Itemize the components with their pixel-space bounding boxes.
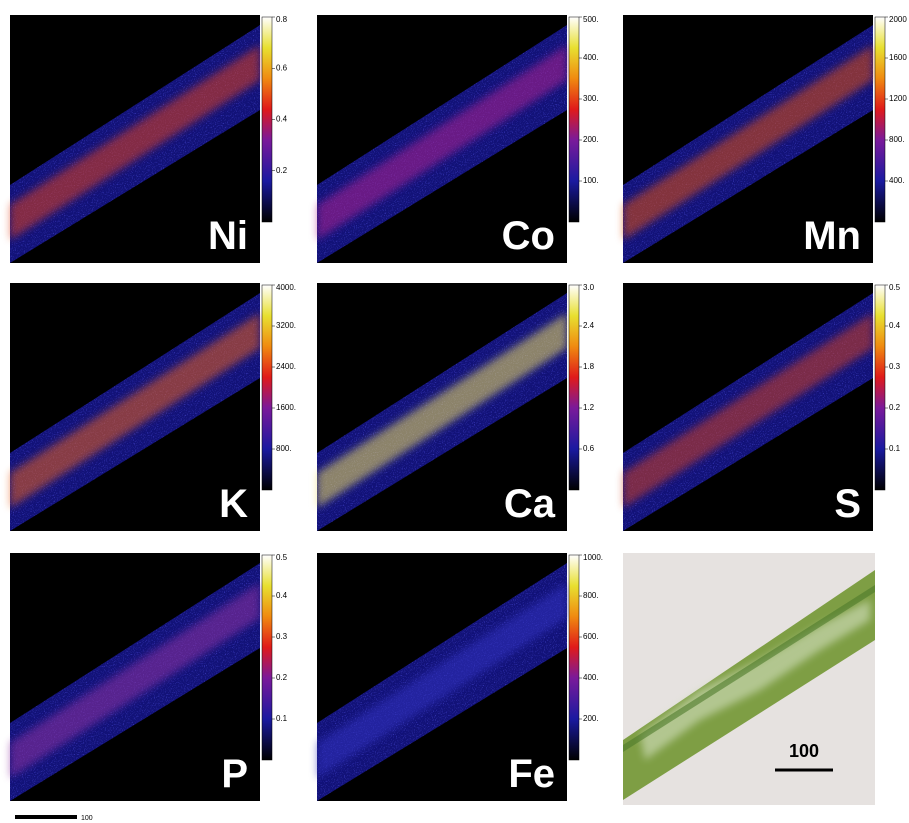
colorbar-tick-label: 0.2: [276, 673, 288, 682]
colorbar-tick-label: 0.4: [276, 591, 288, 600]
colorbar: [569, 555, 579, 760]
colorbar-tick-label: 1.8: [583, 362, 595, 371]
element-label: Co: [502, 214, 555, 258]
element-label: Ca: [504, 482, 556, 526]
colorbar-tick-label: 0.3: [889, 362, 901, 371]
colorbar-tick-label: 0.2: [889, 403, 901, 412]
element-label: Fe: [508, 752, 555, 796]
colorbar-tick-label: 1600: [889, 53, 907, 62]
colorbar-tick-label: 800.: [276, 444, 292, 453]
colorbar: [262, 285, 272, 490]
colorbar-tick-label: 0.2: [276, 166, 288, 175]
colorbar-tick-label: 200.: [583, 135, 599, 144]
colorbar: [262, 555, 272, 760]
element-map: 0.1 0.2 0.3 0.4 0.5 S: [623, 283, 901, 531]
colorbar-tick-label: 0.3: [276, 632, 288, 641]
colorbar-tick-label: 0.4: [889, 321, 901, 330]
colorbar-tick-label: 0.8: [276, 15, 288, 24]
colorbar-tick-label: 2.4: [583, 321, 595, 330]
colorbar: [875, 17, 885, 222]
colorbar-tick-label: 800.: [583, 591, 599, 600]
figure: 0.2 0.4 0.6 0.8 Ni 100. 200. 300. 400. 500. Co 400.…: [0, 0, 909, 823]
element-map: 0.6 1.2 1.8 2.4 3.0 Ca: [317, 283, 595, 531]
element-label: S: [834, 482, 861, 526]
colorbar-tick-label: 4000.: [276, 283, 296, 292]
colorbar-tick-label: 0.1: [276, 714, 288, 723]
element-map: 400. 800. 1200 1600 2000 Mn: [623, 15, 907, 263]
element-map: 800. 1600. 2400. 3200. 4000. K: [10, 283, 296, 531]
colorbar-tick-label: 400.: [889, 176, 905, 185]
colorbar-tick-label: 600.: [583, 632, 599, 641]
colorbar: [569, 17, 579, 222]
colorbar-tick-label: 0.6: [276, 63, 288, 72]
element-label: Ni: [208, 214, 248, 258]
colorbar-tick-label: 2000: [889, 15, 907, 24]
micrograph: 100: [623, 553, 875, 805]
element-label: K: [219, 482, 248, 526]
colorbar-tick-label: 800.: [889, 135, 905, 144]
colorbar-tick-label: 1200: [889, 94, 907, 103]
element-map: 0.1 0.2 0.3 0.4 0.5 P: [10, 553, 288, 801]
colorbar-tick-label: 0.4: [276, 115, 288, 124]
colorbar: [875, 285, 885, 490]
colorbar-tick-label: 400.: [583, 53, 599, 62]
colorbar: [262, 17, 272, 222]
colorbar: [569, 285, 579, 490]
colorbar-tick-label: 200.: [583, 714, 599, 723]
element-map: 200. 400. 600. 800. 1000. Fe: [317, 553, 603, 801]
colorbar-tick-label: 300.: [583, 94, 599, 103]
element-map: 100. 200. 300. 400. 500. Co: [317, 15, 599, 263]
colorbar-tick-label: 3200.: [276, 321, 296, 330]
micrograph-scale-label: 100: [789, 741, 819, 761]
colorbar-tick-label: 500.: [583, 15, 599, 24]
colorbar-tick-label: 3.0: [583, 283, 595, 292]
element-map: 0.2 0.4 0.6 0.8 Ni: [10, 15, 288, 263]
colorbar-tick-label: 1000.: [583, 553, 603, 562]
colorbar-tick-label: 0.6: [583, 444, 595, 453]
scale-bar-label: 100: [81, 815, 93, 822]
colorbar-tick-label: 400.: [583, 673, 599, 682]
colorbar-tick-label: 0.1: [889, 444, 901, 453]
colorbar-tick-label: 1.2: [583, 403, 595, 412]
colorbar-tick-label: 2400.: [276, 362, 296, 371]
element-label: Mn: [803, 214, 861, 258]
colorbar-tick-label: 0.5: [276, 553, 288, 562]
element-label: P: [221, 752, 248, 796]
colorbar-tick-label: 0.5: [889, 283, 901, 292]
colorbar-tick-label: 1600.: [276, 403, 296, 412]
colorbar-tick-label: 100.: [583, 176, 599, 185]
